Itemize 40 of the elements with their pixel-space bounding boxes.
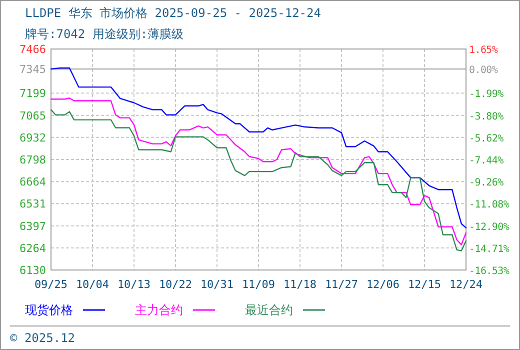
x-tick-label: 12/15 <box>408 278 442 291</box>
y-tick-label: 7466 <box>20 43 46 56</box>
y2-tick-label: -3.80% <box>469 111 504 122</box>
y-tick-label: 6932 <box>20 131 46 144</box>
y-tick-label: 6397 <box>20 220 46 233</box>
x-tick-label: 10/31 <box>200 278 234 291</box>
x-tick-label: 12/06 <box>366 278 400 291</box>
legend-label: 最近合约 <box>245 303 293 317</box>
y-tick-label: 7199 <box>20 87 46 100</box>
line-series <box>50 67 467 228</box>
y2-tick-label: -9.26% <box>469 178 504 189</box>
y-tick-label: 6264 <box>20 242 46 255</box>
x-tick-label: 12/24 <box>449 278 483 291</box>
y-tick-label: 6130 <box>20 264 46 277</box>
y-tick-label: 7345 <box>20 63 46 76</box>
legend-label: 主力合约 <box>135 303 183 317</box>
y2-tick-label: 1.65% <box>469 45 498 56</box>
y2-tick-label: -12.90% <box>469 222 510 233</box>
y2-tick-label: -1.99% <box>469 89 504 100</box>
x-tick-label: 10/04 <box>76 278 110 291</box>
x-tick-label: 09/25 <box>34 278 68 291</box>
y2-tick-label: -5.62% <box>469 133 504 144</box>
y2-tick-label: -11.08% <box>469 200 510 211</box>
y2-tick-label: -14.71% <box>469 244 510 255</box>
x-tick-label: 11/09 <box>242 278 276 291</box>
legend-label: 现货价格 <box>25 303 73 317</box>
x-tick-label: 10/13 <box>117 278 151 291</box>
chart-subtitle: 牌号:7042 用途级别:薄膜级 <box>25 27 184 41</box>
text: © 2025.12 <box>10 331 76 345</box>
x-tick-label: 11/27 <box>324 278 358 291</box>
chart-title: LLDPE 华东 市场价格 2025-09-25 - 2025-12-24 <box>25 6 321 20</box>
y-tick-label: 7065 <box>20 109 46 122</box>
y2-tick-label: -7.44% <box>469 156 504 166</box>
x-tick-label: 11/18 <box>283 278 317 291</box>
x-tick-label: 10/22 <box>158 278 192 291</box>
y2-tick-label: -16.53% <box>469 266 510 277</box>
y-tick-label: 6531 <box>20 198 46 211</box>
y2-tick-label: 0.00% <box>469 65 498 76</box>
y-tick-label: 6664 <box>20 176 46 189</box>
y-tick-label: 6798 <box>20 154 46 166</box>
